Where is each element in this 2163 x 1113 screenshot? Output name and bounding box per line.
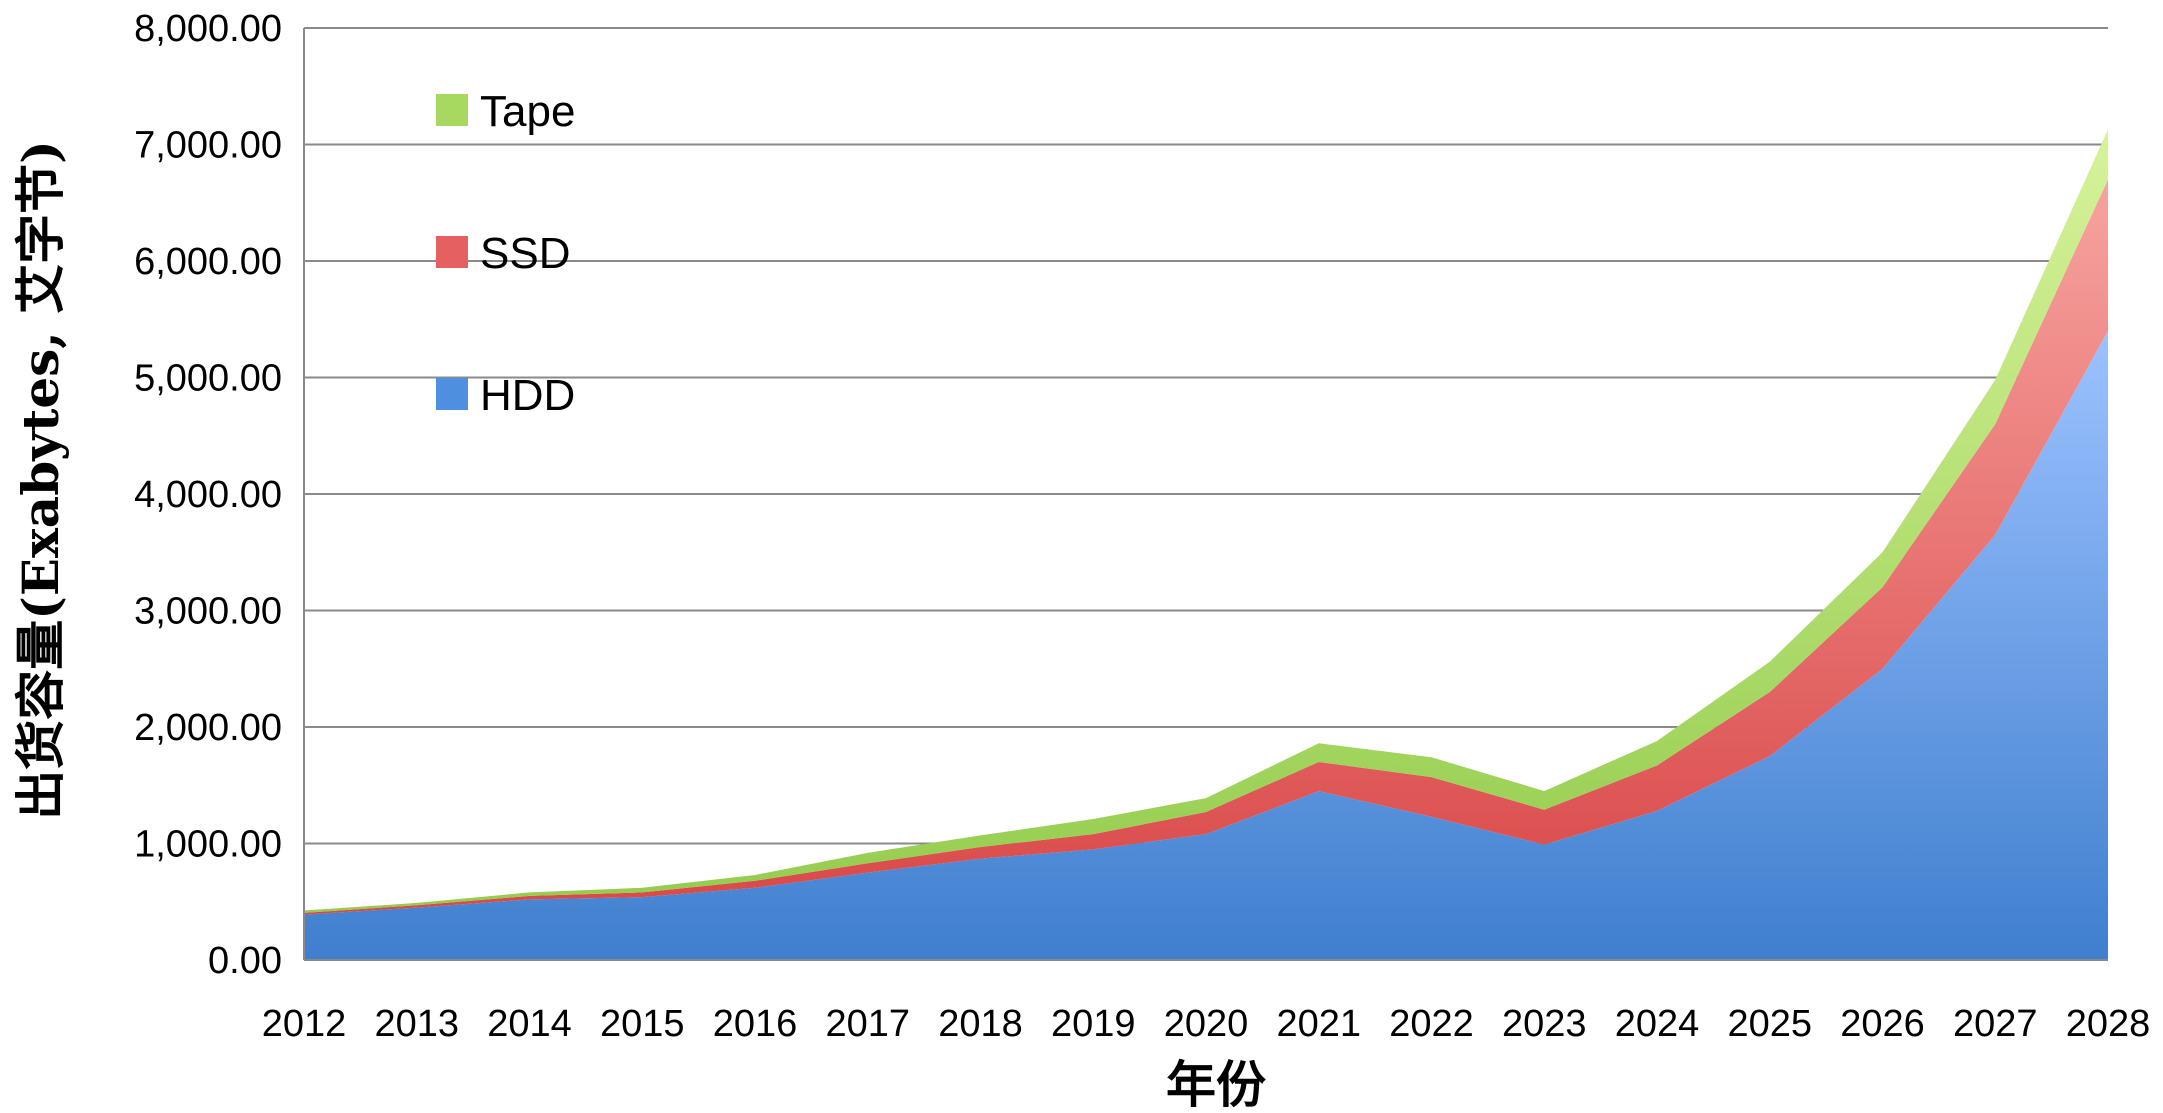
x-tick-label-2019: 2019 — [1051, 1003, 1136, 1045]
x-tick-label-2020: 2020 — [1164, 1003, 1249, 1045]
grid-lines — [304, 27, 2108, 845]
x-tick-label-2024: 2024 — [1615, 1003, 1700, 1045]
legend-swatch-tape — [436, 94, 468, 126]
x-tick-label-2012: 2012 — [262, 1003, 347, 1045]
y-tick-label-4: 4,000.00 — [134, 474, 282, 516]
legend: Tape SSD HDD — [436, 87, 575, 420]
x-tick-label-2025: 2025 — [1727, 1003, 1812, 1045]
legend-swatch-ssd — [436, 236, 468, 268]
y-tick-label-3: 3,000.00 — [134, 591, 282, 633]
y-tick-label-5: 5,000.00 — [134, 358, 282, 400]
x-tick-label-2027: 2027 — [1953, 1003, 2038, 1045]
legend-swatch-hdd — [436, 378, 468, 410]
x-tick-label-2016: 2016 — [713, 1003, 798, 1045]
legend-item-tape: Tape — [436, 87, 575, 136]
y-tick-label-6: 6,000.00 — [134, 241, 282, 283]
legend-item-hdd: HDD — [436, 371, 575, 420]
y-axis-ticks: 0.00 1,000.00 2,000.00 3,000.00 4,000.00 5,00… — [134, 8, 282, 982]
y-axis-title: 出货容量(Exabytes, 艾字节) — [11, 140, 70, 820]
x-axis-ticks: 2012 2013 2014 2015 2016 2017 2018 2019 2020 2021… — [262, 1003, 2151, 1045]
x-tick-label-2018: 2018 — [938, 1003, 1023, 1045]
legend-label-ssd: SSD — [480, 229, 570, 278]
y-tick-label-2: 2,000.00 — [134, 707, 282, 749]
x-tick-label-2026: 2026 — [1840, 1003, 1925, 1045]
y-tick-label-7: 7,000.00 — [134, 125, 282, 167]
x-axis-title: 年份 — [1166, 1055, 1266, 1113]
y-tick-label-8: 8,000.00 — [134, 8, 282, 50]
legend-label-hdd: HDD — [480, 371, 575, 420]
x-tick-label-2022: 2022 — [1389, 1003, 1474, 1045]
area-series — [304, 129, 2108, 960]
x-tick-label-2014: 2014 — [487, 1003, 572, 1045]
x-tick-label-2013: 2013 — [374, 1003, 459, 1045]
legend-item-ssd: SSD — [436, 229, 570, 278]
y-tick-label-1: 1,000.00 — [134, 824, 282, 866]
axes — [303, 28, 2108, 961]
x-tick-label-2023: 2023 — [1502, 1003, 1587, 1045]
x-tick-label-2017: 2017 — [825, 1003, 910, 1045]
x-tick-label-2021: 2021 — [1276, 1003, 1361, 1045]
x-tick-label-2015: 2015 — [600, 1003, 685, 1045]
legend-label-tape: Tape — [480, 87, 575, 136]
x-tick-label-2028: 2028 — [2066, 1003, 2151, 1045]
y-tick-label-0: 0.00 — [208, 940, 282, 982]
